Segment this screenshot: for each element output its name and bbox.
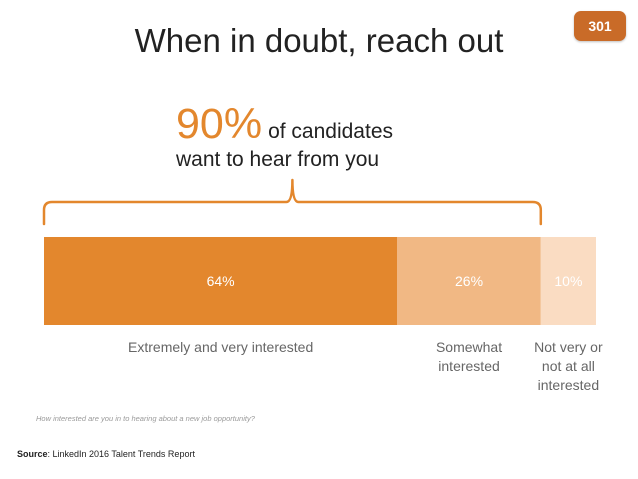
category-label-extremely: Extremely and very interested	[128, 339, 314, 355]
page-number-badge: 301	[574, 11, 626, 41]
headline-line-2: want to hear from you	[176, 148, 380, 171]
data-label-26: 26%	[455, 273, 483, 289]
survey-question: How interested are you in to hearing abo…	[36, 414, 255, 423]
segment-somewhat	[397, 237, 541, 325]
source-note: Source: LinkedIn 2016 Talent Trends Repo…	[17, 449, 195, 459]
segment-not-very	[540, 237, 596, 325]
headline: 90% of candidates	[176, 100, 393, 149]
category-label-not-very: Not very or not at all interested	[528, 338, 608, 395]
data-label-10: 10%	[554, 273, 582, 289]
source-label: Source	[17, 449, 48, 459]
source-text: : LinkedIn 2016 Talent Trends Report	[47, 449, 195, 459]
category-label-not-very-text: Not very or not at all interested	[534, 339, 603, 393]
bracket-90-percent	[42, 178, 543, 226]
headline-percentage: 90%	[176, 100, 263, 148]
data-label-64: 64%	[207, 273, 235, 289]
category-label-somewhat: Somewhat interested	[414, 338, 524, 376]
category-label-somewhat-text: Somewhat interested	[435, 339, 503, 374]
segment-extremely	[44, 237, 398, 325]
slide-title: When in doubt, reach out	[134, 22, 504, 59]
headline-text: of candidates	[268, 120, 394, 143]
